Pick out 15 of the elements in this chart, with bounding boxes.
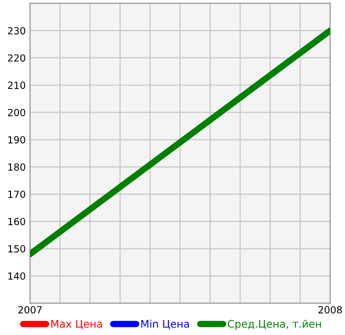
y-tick-label: 180 <box>8 163 26 171</box>
legend-label: Сред.Цена, т.йен <box>228 320 321 330</box>
legend-label: Max Цена <box>51 320 102 330</box>
y-tick-label: 220 <box>8 54 26 62</box>
legend-label: Min Цена <box>141 320 189 330</box>
y-tick-label: 170 <box>8 190 26 198</box>
x-tick-label: 2007 <box>18 306 42 314</box>
x-tick-label: 2008 <box>318 306 342 314</box>
y-tick-label: 160 <box>8 218 26 226</box>
y-tick-label: 140 <box>8 272 26 280</box>
y-tick-label: 190 <box>8 136 26 144</box>
y-tick-label: 210 <box>8 82 26 89</box>
y-tick-label: 230 <box>8 27 26 34</box>
y-tick-label: 200 <box>8 108 26 116</box>
y-tick-label: 150 <box>8 245 26 252</box>
